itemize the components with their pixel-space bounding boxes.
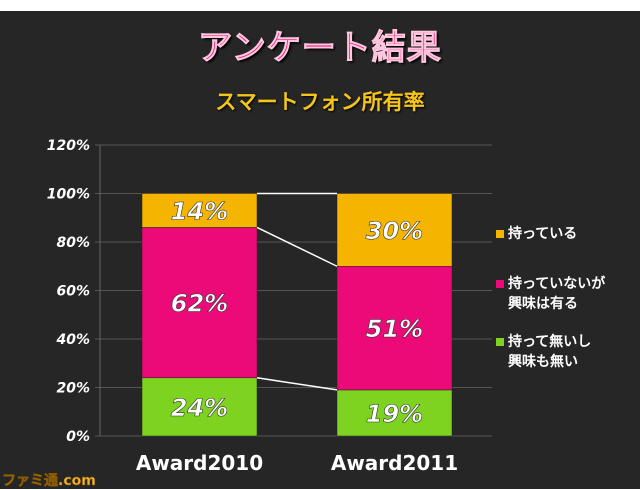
legend-swatch-pink (496, 280, 504, 288)
y-tick-label: 0% (66, 429, 90, 445)
legend-label: 興味は有る (508, 296, 578, 312)
watermark-logo: ファミ通.com (2, 473, 96, 490)
bar-segment (336, 193, 453, 267)
data-label: 62% (171, 290, 228, 318)
legend-item-have: 持っている (496, 224, 578, 244)
y-tick-label: 120% (47, 138, 90, 154)
legend-label: 持っている (508, 226, 578, 242)
data-label: 14% (171, 197, 228, 225)
legend-swatch-yellow (496, 230, 504, 238)
y-tick-label: 100% (47, 187, 90, 203)
legend-label: 持っていないが (508, 276, 606, 292)
y-tick-label: 20% (56, 381, 90, 397)
data-label: 24% (171, 394, 228, 422)
bar-segment (141, 377, 258, 437)
chart-background (0, 11, 640, 489)
bar-segment (336, 266, 453, 391)
bar-segment (141, 227, 258, 379)
legend-label: 持って無いし (508, 334, 592, 350)
data-label: 19% (366, 400, 423, 428)
legend-swatch-green (496, 338, 504, 346)
x-tick-label: Award2010 (136, 451, 263, 475)
data-label: 51% (366, 315, 423, 343)
legend-item-not-interested: 持って無いし 興味も無い (496, 332, 592, 372)
bar-segment (336, 389, 453, 437)
chart-subtitle: スマートフォン所有率 (215, 90, 425, 114)
connector-line (256, 226, 338, 267)
y-tick-label: 40% (55, 332, 90, 348)
data-label: 30% (366, 217, 423, 245)
connector-line (256, 377, 338, 391)
legend-label: 興味も無い (508, 354, 578, 370)
bar-segment (141, 193, 258, 228)
x-tick-label: Award2011 (331, 451, 458, 475)
y-tick-label: 60% (56, 284, 90, 300)
chart-title: アンケート結果 (198, 28, 442, 69)
y-tick-label: 80% (56, 235, 90, 251)
legend-item-interested: 持っていないが 興味は有る (496, 274, 606, 314)
